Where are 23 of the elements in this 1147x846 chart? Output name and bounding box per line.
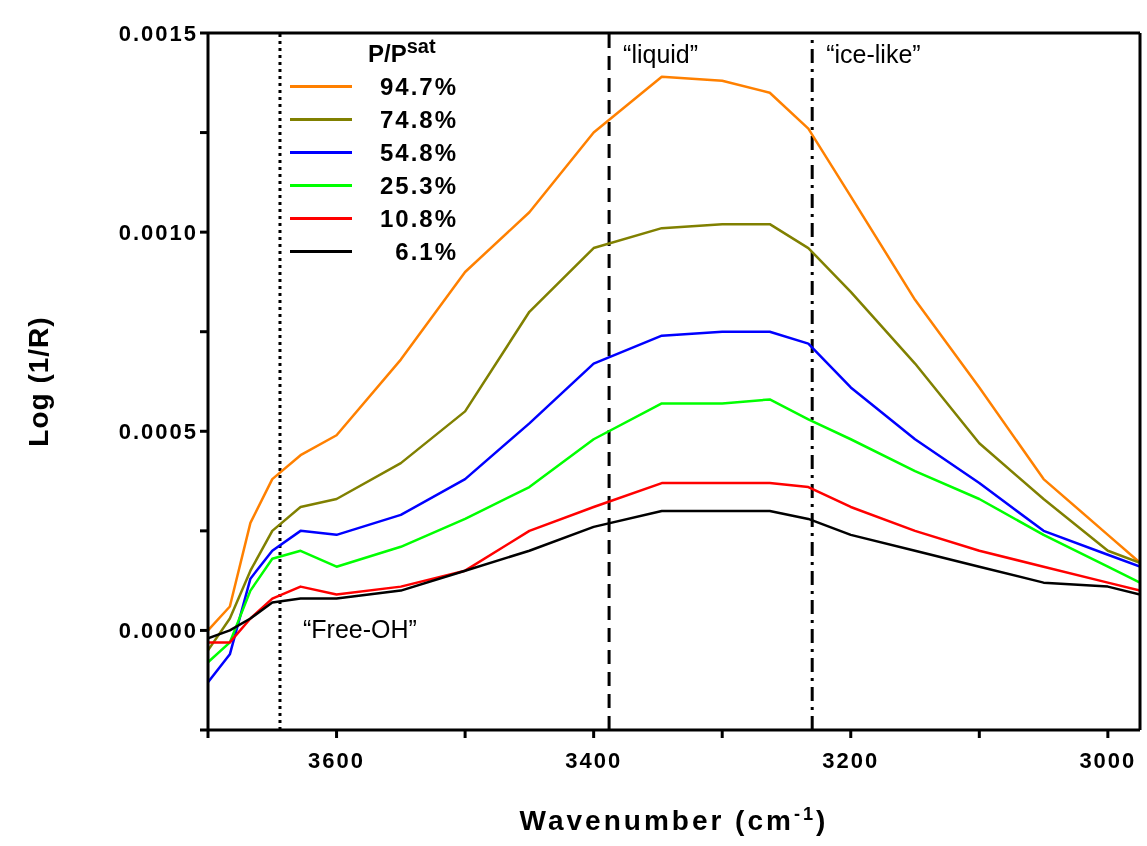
legend-label: 6.1%	[394, 237, 458, 266]
line-series	[208, 398, 1140, 664]
legend-label: 94.7%	[378, 72, 458, 101]
legend-title: P/P$^{sat}$	[367, 34, 437, 69]
ref-line-label: “liquid”	[623, 40, 699, 68]
line-series	[208, 330, 1140, 684]
legend-label: 25.3%	[378, 171, 458, 200]
y-tick-label: 0.0010	[118, 219, 198, 245]
legend-label: 10.8%	[378, 204, 458, 233]
x-tick-label: 3600	[308, 747, 366, 773]
x-axis-title: Wavenumber (cm$^{-1}$)	[519, 804, 829, 836]
legend-label: 54.8%	[378, 138, 458, 167]
x-tick-label: 3000	[1079, 747, 1137, 773]
y-axis-title: Log (1/R)	[23, 316, 54, 447]
x-tick-label: 3400	[565, 747, 623, 773]
legend-label: 74.8%	[378, 105, 458, 134]
ref-line-label: “ice-like”	[826, 40, 921, 68]
y-tick-label: 0.0000	[118, 618, 198, 644]
annotation: “Free-OH”	[303, 615, 417, 643]
y-tick-label: 0.0005	[118, 419, 198, 445]
line-series	[208, 481, 1140, 644]
y-tick-label: 0.0015	[118, 20, 198, 46]
x-tick-label: 3200	[822, 747, 880, 773]
